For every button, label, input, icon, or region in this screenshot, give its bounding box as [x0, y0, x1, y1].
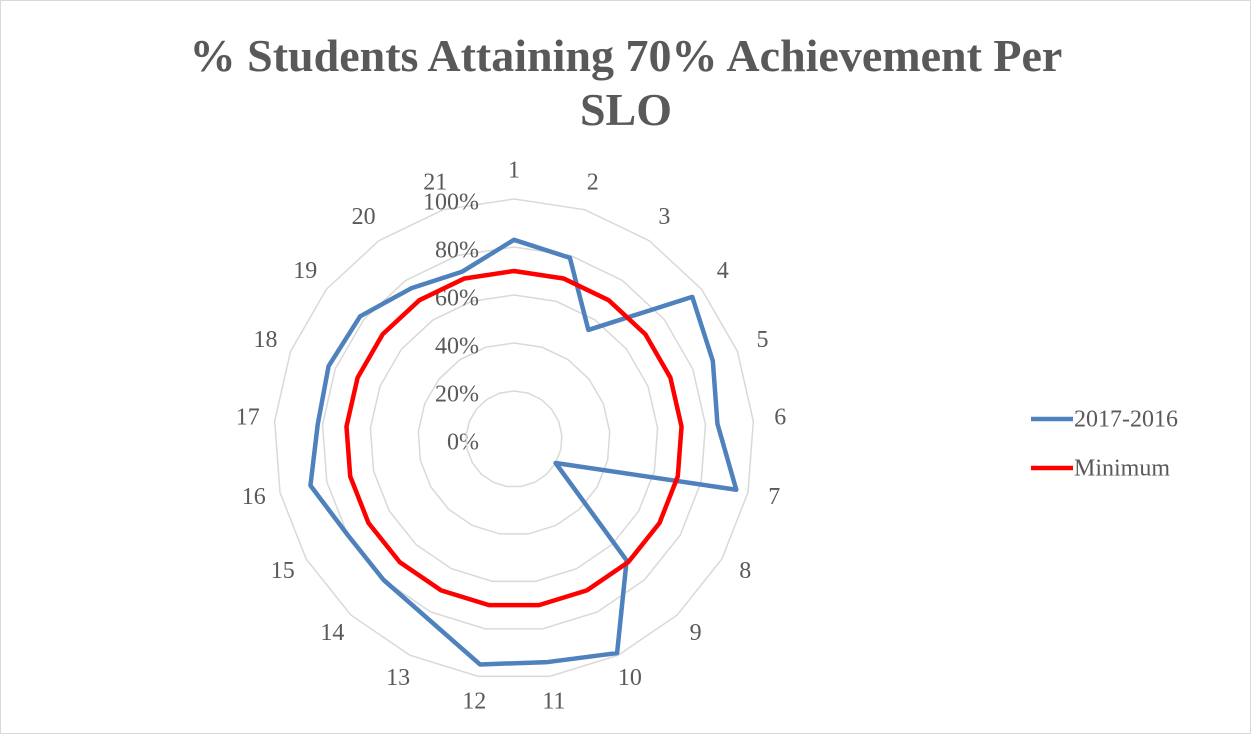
category-label: 14 — [320, 620, 344, 646]
category-label: 7 — [768, 484, 780, 510]
category-label: 13 — [386, 665, 410, 691]
axis-tick-label: 0% — [447, 430, 479, 456]
category-label: 12 — [462, 689, 486, 715]
category-label: 16 — [242, 484, 266, 510]
grid-ring — [273, 198, 755, 678]
category-label: 6 — [774, 405, 786, 431]
category-label: 11 — [542, 689, 565, 715]
grid-ring — [369, 294, 659, 583]
grid-ring — [321, 246, 707, 630]
axis-tick-label: 20% — [435, 382, 479, 408]
category-label: 20 — [352, 204, 376, 230]
category-label: 10 — [618, 665, 642, 691]
category-label: 8 — [739, 558, 751, 584]
legend-label: Minimum — [1074, 456, 1170, 482]
category-label: 17 — [236, 405, 260, 431]
category-label: 2 — [587, 169, 599, 195]
series-line — [308, 237, 739, 667]
category-label: 1 — [508, 158, 520, 184]
axis-tick-label: 40% — [435, 334, 479, 360]
chart-title: % Students Attaining 70% Achievement Per… — [189, 30, 1063, 135]
series-line — [344, 268, 684, 608]
category-label: 3 — [658, 204, 670, 230]
axis-tick-label: 100% — [423, 190, 479, 216]
category-label: 18 — [253, 327, 277, 353]
category-label: 21 — [423, 169, 447, 195]
category-label: 19 — [293, 258, 317, 284]
grid-ring — [465, 390, 563, 488]
legend-label: 2017-2016 — [1074, 407, 1178, 433]
grid-ring — [417, 342, 611, 535]
category-label: 5 — [757, 327, 769, 353]
axis-tick-label: 80% — [435, 238, 479, 264]
category-label: 4 — [717, 258, 729, 284]
category-label: 15 — [271, 558, 295, 584]
category-label: 9 — [690, 620, 702, 646]
